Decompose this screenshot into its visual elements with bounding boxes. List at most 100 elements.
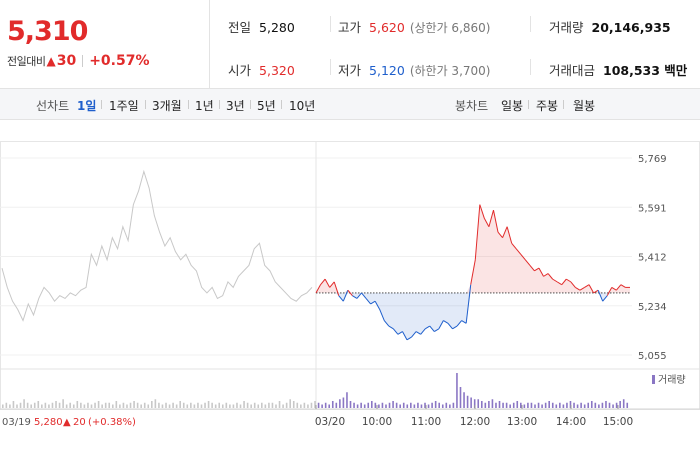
- tab-1y[interactable]: 1년: [195, 99, 214, 113]
- price-segment: [615, 284, 622, 291]
- lower-limit: (하한가 3,700): [409, 64, 491, 78]
- tab-3m[interactable]: 3개월: [152, 99, 182, 113]
- volume-bar: [537, 402, 540, 408]
- volume-bar: [321, 404, 323, 408]
- volume-bar: [2, 404, 4, 408]
- price-segment: [329, 281, 335, 288]
- price-segment: [406, 336, 412, 341]
- volume-bar: [62, 399, 64, 408]
- volume-bar: [303, 402, 306, 408]
- volume-bar: [26, 402, 29, 408]
- x-tick-label: 12:00: [460, 416, 490, 428]
- price-segment: [547, 273, 554, 280]
- volume-bar: [601, 402, 604, 408]
- divider: [530, 16, 531, 32]
- volume-bar: [186, 404, 189, 408]
- tab-5y[interactable]: 5년: [257, 99, 276, 113]
- volume-bar: [438, 402, 441, 408]
- stat-value: 5,320: [259, 63, 295, 78]
- volume-bar: [559, 402, 561, 408]
- stat-value: 5,620: [369, 20, 405, 35]
- price-segment: [461, 320, 467, 324]
- volume-bar: [509, 404, 511, 408]
- volume-bar: [129, 402, 132, 408]
- price-segment: [602, 295, 608, 302]
- volume-legend-swatch: [652, 375, 655, 384]
- tab-1w[interactable]: 1주일: [109, 99, 139, 113]
- volume-bar: [275, 404, 277, 408]
- y-tick-label: 5,769: [638, 154, 667, 165]
- volume-bar: [566, 402, 568, 408]
- chart-grid: [0, 141, 700, 410]
- x-tick-label: 14:00: [556, 416, 586, 428]
- tab-10y[interactable]: 10년: [289, 99, 316, 113]
- volume-bar: [328, 404, 331, 408]
- current-price: 5,310: [7, 16, 88, 47]
- volume-bar: [48, 404, 50, 408]
- tab-monthly[interactable]: 월봉: [573, 99, 596, 113]
- price-segment: [320, 278, 326, 285]
- tab-daily[interactable]: 일봉: [501, 99, 524, 113]
- divider: [330, 16, 331, 32]
- volume-bar: [395, 402, 398, 408]
- volume-bar: [161, 404, 164, 408]
- volume-bar: [498, 401, 501, 408]
- volume-bar: [58, 402, 61, 408]
- price-segment: [520, 253, 526, 261]
- volume-bar: [87, 402, 89, 408]
- volume-bar: [51, 402, 54, 408]
- volume-bar: [484, 402, 487, 408]
- price-segment: [483, 218, 490, 227]
- volume-bar: [399, 404, 401, 408]
- x-tick-label: 10:00: [362, 416, 392, 428]
- price-segment: [392, 328, 399, 335]
- price-segment: [561, 278, 567, 285]
- divider: [219, 100, 220, 109]
- volume-bar: [363, 404, 366, 408]
- stat-trade-value: 거래대금 108,533 백만: [549, 60, 687, 79]
- volume-bar: [154, 399, 157, 408]
- volume-bar: [37, 401, 40, 408]
- tab-3y[interactable]: 3년: [226, 99, 245, 113]
- volume-bar: [200, 404, 203, 408]
- stat-value: 108,533 백만: [603, 63, 688, 78]
- volume-bar: [551, 402, 554, 408]
- price-segment: [497, 231, 503, 239]
- volume-bar: [243, 401, 245, 408]
- volume-bar: [115, 401, 118, 408]
- change-percent: +0.57%: [89, 53, 150, 69]
- price-segment: [456, 320, 463, 327]
- price-segment: [488, 210, 494, 227]
- volume-bar: [378, 404, 380, 408]
- price-segment: [606, 287, 613, 296]
- volume-bar: [65, 404, 68, 408]
- volume-bar: [491, 399, 494, 408]
- volume-bar: [324, 402, 327, 408]
- volume-bar: [434, 401, 437, 408]
- price-segment: [420, 328, 426, 335]
- price-segment: [411, 331, 417, 338]
- price-segment: [324, 278, 331, 288]
- volume-bar: [55, 401, 57, 408]
- volume-bar: [165, 402, 167, 408]
- price-segment: [566, 278, 572, 283]
- price-segment: [538, 267, 544, 277]
- divider: [145, 100, 146, 109]
- price-segment: [443, 320, 449, 324]
- volume-bar: [544, 402, 547, 408]
- volume-bar: [488, 401, 490, 408]
- volume-bar: [179, 401, 182, 408]
- volume-bar: [253, 402, 256, 408]
- tab-1d[interactable]: 1일: [77, 99, 97, 113]
- volume-bar: [417, 402, 419, 408]
- price-segment: [356, 292, 362, 299]
- x-tick-label: 11:00: [411, 416, 441, 428]
- volume-bar: [520, 402, 522, 408]
- volume-bar: [271, 402, 274, 408]
- tab-weekly[interactable]: 주봉: [536, 99, 559, 113]
- stat-prev-close: 전일 5,280: [228, 17, 295, 36]
- volume-bar: [406, 404, 409, 408]
- price-segment: [397, 331, 403, 335]
- volume-bar: [218, 402, 221, 408]
- price-segment: [479, 204, 485, 219]
